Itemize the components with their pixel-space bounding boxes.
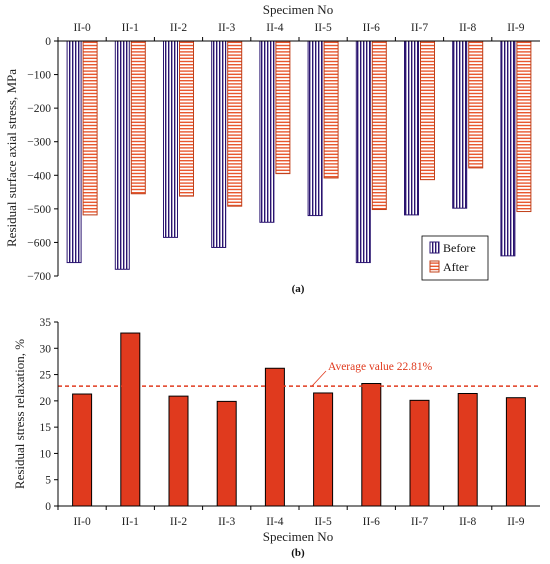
bar-relaxation xyxy=(361,383,382,507)
bar-before xyxy=(114,40,130,270)
bar-before xyxy=(404,40,419,216)
chart-a-category-label: II-2 xyxy=(170,22,187,34)
average-label-leader xyxy=(311,370,327,387)
bar-relaxation xyxy=(313,392,334,507)
chart-b-category-label: II-7 xyxy=(411,516,428,528)
bar-after xyxy=(275,40,291,175)
chart-a-ytick-label: 0 xyxy=(45,36,51,48)
average-label: Average value 22.81% xyxy=(328,361,433,373)
chart-a-category-label: II-0 xyxy=(73,22,90,34)
bar-relaxation xyxy=(120,332,141,507)
bar-before xyxy=(307,40,323,217)
bar-before xyxy=(66,40,82,264)
chart-a-category-label: II-4 xyxy=(266,22,283,34)
chart-b-category-label: II-4 xyxy=(266,516,283,528)
bar-before xyxy=(355,40,371,264)
chart-a-bars xyxy=(66,40,532,270)
chart-b-ytick-label: 10 xyxy=(40,448,52,460)
chart-b-ytick-label: 30 xyxy=(40,343,52,355)
chart-b-y-ticks: 0 5 10 15 20 25 30 35 xyxy=(40,317,58,513)
bar-relaxation xyxy=(505,397,526,507)
chart-a-ylabel: Residual surface axial stress, MPa xyxy=(4,69,19,247)
chart-a: Specimen No Residual surface axial stres… xyxy=(4,2,540,295)
chart-a-ytick-label: −200 xyxy=(27,103,51,115)
chart-a-xlabel: Specimen No xyxy=(263,2,333,17)
legend-label-before: Before xyxy=(443,241,476,255)
chart-a-ytick-label: −100 xyxy=(27,70,51,82)
bar-after xyxy=(179,40,194,197)
chart-a-categories: II-0 II-1 II-2 II-3 II-4 II-5 II-6 II-7 II-8 II-9 xyxy=(57,22,525,41)
legend-swatch-after xyxy=(429,260,440,273)
chart-a-category-label: II-6 xyxy=(363,22,380,34)
bar-before xyxy=(259,40,275,223)
bar-after xyxy=(420,40,435,181)
chart-a-ytick-label: −400 xyxy=(27,170,51,182)
bar-relaxation xyxy=(168,395,189,507)
bar-after xyxy=(468,40,484,169)
bar-after xyxy=(323,40,339,179)
chart-a-y-ticks: 0 −100 −200 −300 −400 −500 −600 −700 xyxy=(27,36,58,283)
chart-b-bars xyxy=(72,332,526,507)
chart-b-ytick-label: 20 xyxy=(40,396,52,408)
bar-before xyxy=(211,40,227,248)
chart-a-ytick-label: −700 xyxy=(27,271,51,283)
chart-a-legend: Before After xyxy=(421,235,489,281)
chart-a-category-label: II-3 xyxy=(218,22,235,34)
chart-b-category-label: II-1 xyxy=(122,516,139,528)
bar-after xyxy=(82,40,98,216)
bar-after xyxy=(130,40,146,195)
bar-before xyxy=(163,40,178,238)
bar-relaxation xyxy=(72,393,93,507)
bar-after xyxy=(371,40,387,211)
chart-a-category-label: II-1 xyxy=(122,22,139,34)
legend-label-after: After xyxy=(443,260,468,274)
bar-relaxation xyxy=(216,400,237,507)
chart-a-category-label: II-8 xyxy=(459,22,476,34)
chart-a-ytick-label: −500 xyxy=(27,204,51,216)
chart-b: Residual stress relaxation, % 0 5 10 15 20 25… xyxy=(12,317,540,559)
chart-b-ylabel: Residual stress relaxation, % xyxy=(12,339,27,489)
bar-relaxation xyxy=(457,392,478,507)
legend-swatch-before xyxy=(429,241,440,254)
chart-b-ytick-label: 35 xyxy=(40,317,52,329)
chart-a-category-label: II-5 xyxy=(314,22,331,34)
chart-b-category-label: II-9 xyxy=(507,516,524,528)
bar-after xyxy=(227,40,243,207)
chart-b-xlabel: Specimen No xyxy=(263,529,333,544)
chart-b-category-label: II-5 xyxy=(314,516,331,528)
bar-before xyxy=(452,40,468,209)
chart-b-panel-label: (b) xyxy=(291,547,305,559)
chart-b-category-label: II-6 xyxy=(363,516,380,528)
chart-b-category-label: II-0 xyxy=(73,516,90,528)
bar-after xyxy=(516,40,532,213)
bar-relaxation xyxy=(409,399,430,507)
chart-b-categories: II-0 II-1 II-2 II-3 II-4 II-5 II-6 II-7 II-8 II-9 xyxy=(57,506,525,528)
chart-b-ytick-label: 0 xyxy=(45,501,51,513)
chart-b-ytick-label: 15 xyxy=(40,422,52,434)
chart-a-ytick-label: −300 xyxy=(27,137,51,149)
chart-b-ytick-label: 5 xyxy=(45,475,51,487)
chart-a-ytick-label: −600 xyxy=(27,237,51,249)
chart-b-category-label: II-3 xyxy=(218,516,235,528)
chart-b-category-label: II-8 xyxy=(459,516,476,528)
chart-a-category-label: II-7 xyxy=(411,22,428,34)
chart-b-category-label: II-2 xyxy=(170,516,187,528)
chart-b-ytick-label: 25 xyxy=(40,370,52,382)
chart-a-category-label: II-9 xyxy=(507,22,524,34)
bar-before xyxy=(500,40,516,257)
bar-relaxation xyxy=(264,367,285,507)
chart-a-panel-label: (a) xyxy=(292,283,305,295)
